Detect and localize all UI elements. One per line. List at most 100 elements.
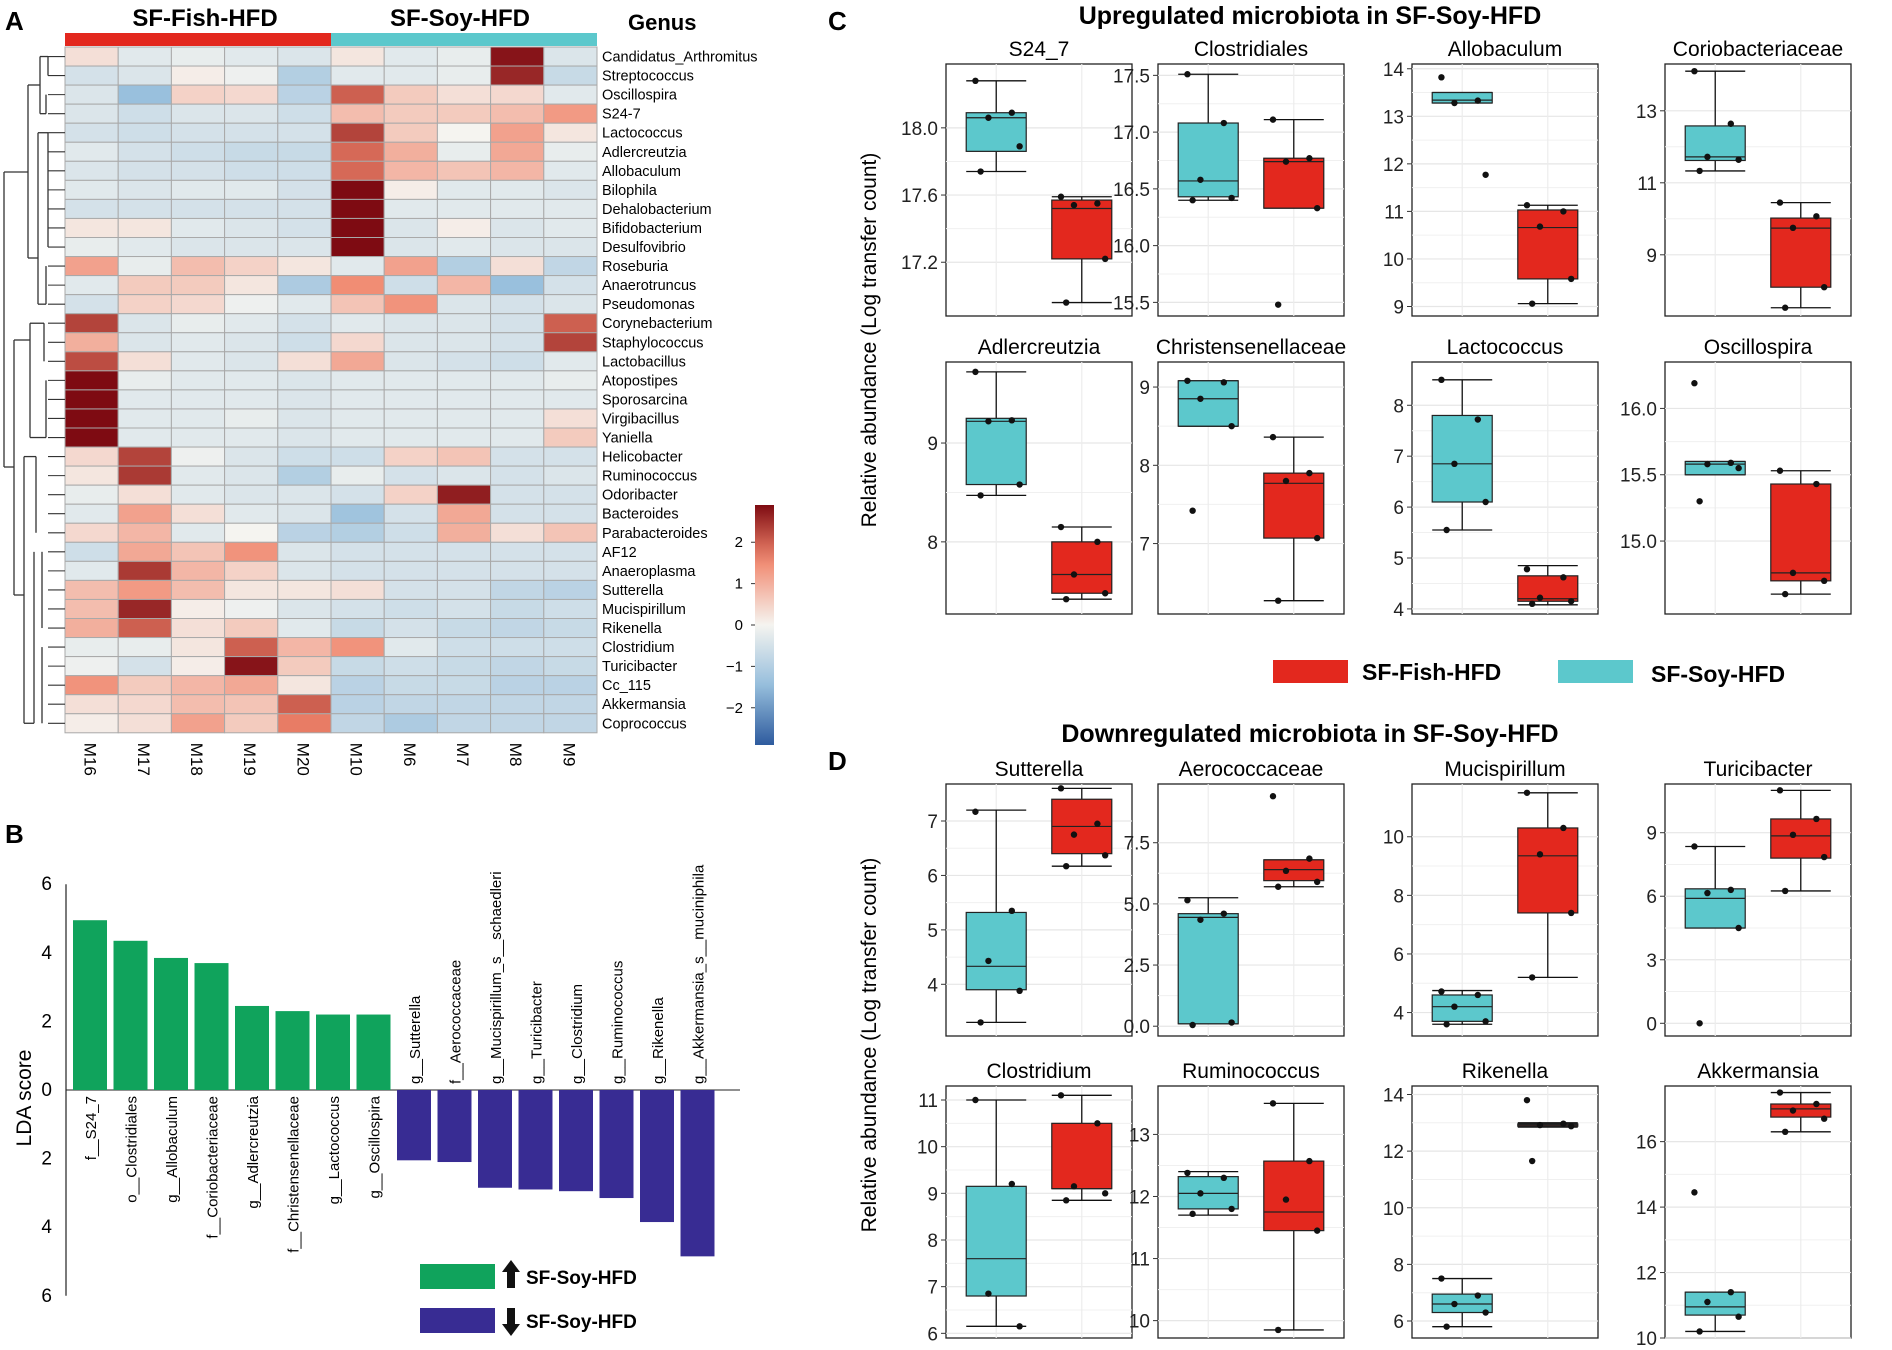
lda-tick-label: 6 xyxy=(41,874,52,895)
data-point xyxy=(1813,815,1820,823)
lda-tick-label: 2 xyxy=(41,1149,52,1170)
y-tick-label: 9 xyxy=(1646,246,1657,267)
box-fish xyxy=(1517,209,1579,280)
heatmap-cell xyxy=(64,465,119,486)
boxplot-aerococcaceae: Aerococcaceae 0.0 2.5 5.0 7.5 xyxy=(1124,758,1345,1038)
boxplot-title: Aerococcaceae xyxy=(1179,758,1324,781)
heatmap-cell xyxy=(436,275,492,296)
heatmap-cell xyxy=(117,522,172,543)
data-point xyxy=(1282,477,1290,485)
heatmap-cell xyxy=(117,370,172,391)
lda-bar-label: g__Rikenella xyxy=(650,997,667,1084)
data-point xyxy=(1101,1190,1109,1197)
data-point xyxy=(1704,889,1711,897)
heatmap-row-label: Odoribacter xyxy=(602,488,678,504)
heatmap-cell xyxy=(543,694,598,715)
heatmap-row-label: Bacteroides xyxy=(602,507,679,523)
y-tick-label: 8 xyxy=(1393,1255,1404,1276)
heatmap-cell xyxy=(383,256,438,277)
data-point xyxy=(1094,820,1101,827)
heatmap-cell xyxy=(436,484,492,505)
data-point xyxy=(1443,526,1450,534)
lda-bar-label: f__S24_7 xyxy=(83,1096,100,1160)
data-point xyxy=(1704,153,1711,161)
heatmap-row-label: Dehalobacterium xyxy=(602,202,712,218)
heatmap-cell xyxy=(543,522,598,543)
data-point xyxy=(1062,595,1070,603)
data-point xyxy=(972,368,979,376)
heatmap-cell xyxy=(436,294,492,315)
heatmap-cell xyxy=(490,351,545,372)
data-point xyxy=(972,1096,979,1104)
heatmap-cell xyxy=(383,446,438,467)
y-tick-label: 5.0 xyxy=(1124,895,1150,916)
heatmap-cell xyxy=(64,65,119,86)
legend-swatch-soy xyxy=(1558,660,1633,683)
heatmap-column-label: M18 xyxy=(187,743,206,776)
data-point xyxy=(985,418,992,425)
data-point xyxy=(1101,590,1109,597)
data-point xyxy=(1820,853,1828,861)
heatmap-cell xyxy=(64,294,119,315)
boxplot-title: Clostridium xyxy=(986,1060,1091,1083)
heatmap-cell xyxy=(330,103,385,124)
heatmap-cell xyxy=(383,522,438,543)
data-point xyxy=(1016,1323,1023,1330)
lda-bar-label: g__Mucispirillum_s__schaedleri xyxy=(488,871,505,1084)
heatmap-cell xyxy=(224,465,279,486)
lda-legend-arrow-up-icon xyxy=(502,1260,520,1288)
heatmap-cell xyxy=(383,122,438,143)
heatmap-cell xyxy=(170,65,226,86)
heatmap-column-label: M10 xyxy=(347,743,366,776)
heatmap-cell xyxy=(490,446,545,467)
heatmap-cell xyxy=(490,313,545,334)
data-point xyxy=(1438,988,1445,995)
lda-ylabel: LDA score xyxy=(13,1050,36,1147)
box-legend: SF-Fish-HFD SF-Soy-HFD xyxy=(1273,659,1785,687)
boxplot-ruminococcus: Ruminococcus 10 11 12 13 xyxy=(1129,1060,1345,1339)
heatmap-cell xyxy=(330,237,385,258)
y-tick-label: 5 xyxy=(1393,549,1404,570)
y-tick-label: 6 xyxy=(1393,1312,1404,1333)
heatmap-cell xyxy=(224,275,279,296)
heatmap-cell xyxy=(383,160,438,181)
data-point xyxy=(1016,481,1023,488)
heatmap-cell xyxy=(224,217,279,238)
heatmap-cell xyxy=(117,275,172,296)
data-point xyxy=(1567,275,1575,283)
heatmap-cell xyxy=(117,408,172,429)
heatmap-cell xyxy=(117,484,172,505)
heatmap-cell xyxy=(490,237,545,258)
data-point xyxy=(977,492,984,499)
heatmap-cell xyxy=(383,484,438,505)
heatmap-cell xyxy=(64,560,119,581)
box-fish xyxy=(1770,483,1832,582)
data-point xyxy=(1776,199,1784,206)
data-point xyxy=(1696,498,1703,505)
heatmap-colorbar: 2 1 0 −1 −2 xyxy=(726,505,774,745)
box-soy xyxy=(965,112,1027,152)
heatmap-cell xyxy=(64,427,119,448)
heatmap-cell xyxy=(170,446,226,467)
box-soy xyxy=(1684,125,1746,162)
data-point xyxy=(1813,1100,1820,1108)
heatmap-cell xyxy=(436,560,492,581)
heatmap-cell xyxy=(490,637,545,658)
heatmap-cell xyxy=(170,160,226,181)
heatmap-cell xyxy=(277,122,332,143)
heatmap-cell xyxy=(64,217,119,238)
heatmap-cell xyxy=(117,122,172,143)
heatmap-cell xyxy=(490,618,545,639)
box-soy xyxy=(1431,414,1493,503)
heatmap-cell xyxy=(224,446,279,467)
heatmap-row-label: Turicibacter xyxy=(602,659,677,675)
heatmap-cell xyxy=(330,179,385,200)
heatmap-cell xyxy=(277,579,332,600)
heatmap-cell xyxy=(383,351,438,372)
heatmap-cell xyxy=(170,656,226,677)
y-tick-label: 13 xyxy=(1129,1125,1150,1146)
lda-tick-label: 6 xyxy=(41,1286,52,1307)
heatmap-cell xyxy=(224,198,279,219)
data-point xyxy=(1560,1120,1567,1127)
data-point xyxy=(1451,460,1458,468)
